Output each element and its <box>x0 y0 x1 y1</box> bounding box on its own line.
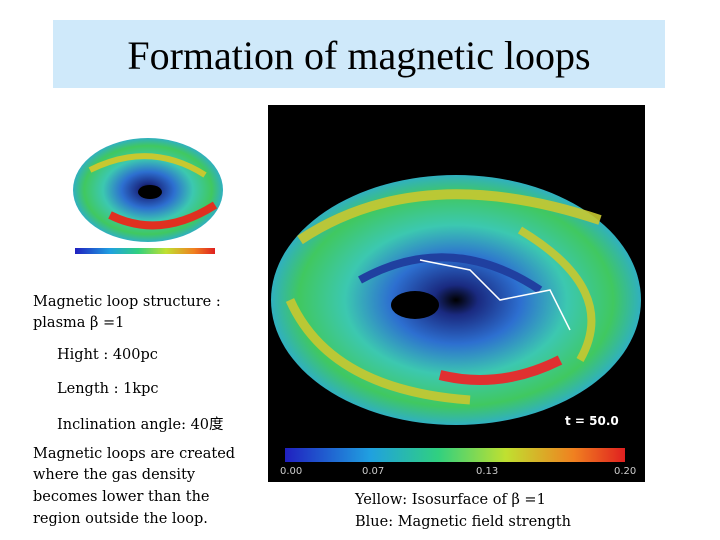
text: Magnetic loop structure : <box>33 294 221 310</box>
small-image <box>70 108 223 262</box>
text: Length : 1kpc <box>57 381 159 397</box>
time-label: t = 50.0 <box>565 414 619 428</box>
large-image: t = 50.0 0.00 0.07 0.13 0.20 <box>268 105 645 482</box>
caption: Blue: Magnetic field strength <box>355 514 571 530</box>
title: Formation of magnetic loops <box>127 33 591 78</box>
text: Magnetic loops are created <box>33 446 236 462</box>
colorbar-label: 0.07 <box>362 466 384 477</box>
colorbar-label: 0.13 <box>476 466 498 477</box>
text: region outside the loop. <box>33 511 208 527</box>
colorbar-label: 0.20 <box>614 466 636 477</box>
colorbar-label: 0.00 <box>280 466 302 477</box>
text: becomes lower than the <box>33 489 210 505</box>
text: plasma β =1 <box>33 315 125 331</box>
caption: Yellow: Isosurface of β =1 <box>355 492 546 508</box>
text: Inclination angle: 40度 <box>57 417 224 433</box>
title-box: Formation of magnetic loops <box>53 20 665 88</box>
text: where the gas density <box>33 467 196 483</box>
text: Hight : 400pc <box>57 347 158 363</box>
